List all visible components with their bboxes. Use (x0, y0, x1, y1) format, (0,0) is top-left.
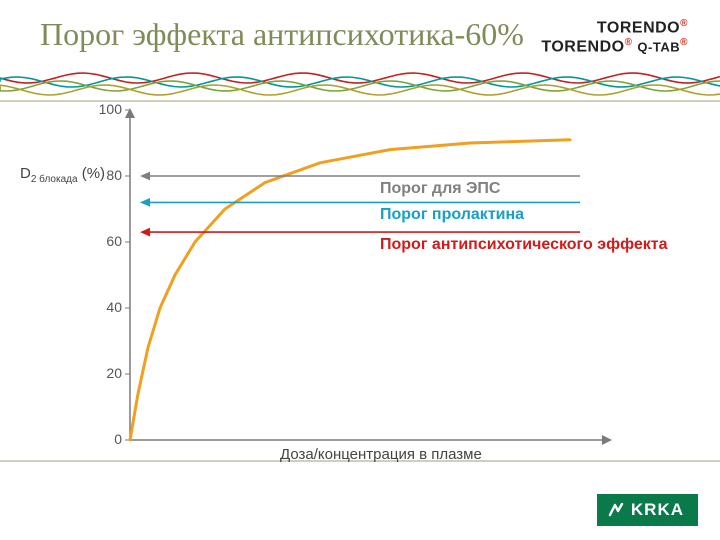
dose-response-chart (130, 110, 610, 440)
footer-logo: KRKA (597, 494, 698, 526)
x-axis-label: Доза/концентрация в плазме (280, 446, 482, 463)
slide-title: Порог эффекта антипсихотика-60% (40, 15, 524, 53)
y-tick-label: 100 (90, 101, 122, 117)
brand-line1: TORENDO® (541, 18, 688, 37)
y-tick-label: 0 (90, 431, 122, 447)
y-tick-label: 60 (90, 233, 122, 249)
logo-icon (607, 501, 625, 519)
threshold-label: Порог антипсихотического эффекта (380, 236, 668, 254)
y-tick-label: 20 (90, 365, 122, 381)
threshold-label: Порог пролактина (380, 206, 524, 224)
threshold-label: Порог для ЭПС (380, 180, 500, 198)
brand-line2: TORENDO® Q-TAB® (541, 37, 688, 56)
y-tick-label: 80 (90, 167, 122, 183)
y-tick-label: 40 (90, 299, 122, 315)
decorative-waves (0, 70, 720, 100)
brand-block: TORENDO® TORENDO® Q-TAB® (541, 18, 688, 57)
